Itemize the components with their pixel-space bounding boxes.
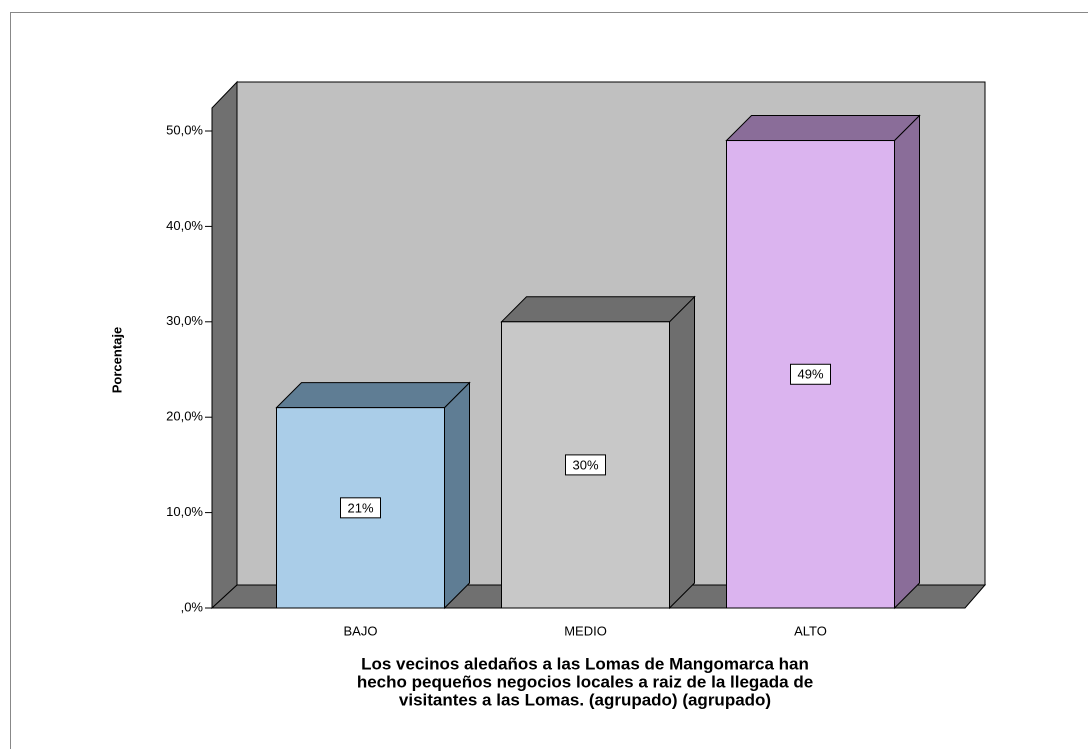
x-tick-label: ALTO — [794, 623, 827, 638]
value-label: 30% — [572, 457, 598, 472]
bar-top — [275, 382, 471, 409]
side-wall — [211, 80, 238, 610]
y-tick-label: ,0% — [181, 599, 204, 614]
bar-side — [444, 381, 470, 610]
bar-side — [669, 295, 695, 610]
x-axis-label: visitantes a las Lomas. (agrupado) (agru… — [399, 690, 771, 709]
value-label-box — [340, 497, 381, 519]
value-label-box — [790, 363, 831, 385]
y-tick-label: 40,0% — [166, 218, 203, 233]
y-tick-label: 30,0% — [166, 313, 203, 328]
bar-side — [894, 114, 920, 610]
x-tick-label: BAJO — [344, 623, 378, 638]
y-axis-label: Porcentaje — [109, 327, 124, 393]
y-tick-label: 10,0% — [166, 504, 203, 519]
x-axis-label: hecho pequeños negocios locales a raiz d… — [357, 672, 813, 691]
x-axis-label: Los vecinos aledaños a las Lomas de Mang… — [361, 654, 809, 673]
y-tick-label: 50,0% — [166, 122, 203, 137]
bar-top — [725, 115, 921, 142]
value-label: 49% — [797, 367, 823, 382]
value-label: 21% — [347, 500, 373, 515]
y-tick-label: 20,0% — [166, 409, 203, 424]
x-tick-label: MEDIO — [564, 623, 607, 638]
bar-top — [500, 296, 696, 323]
value-label-box — [565, 454, 606, 476]
